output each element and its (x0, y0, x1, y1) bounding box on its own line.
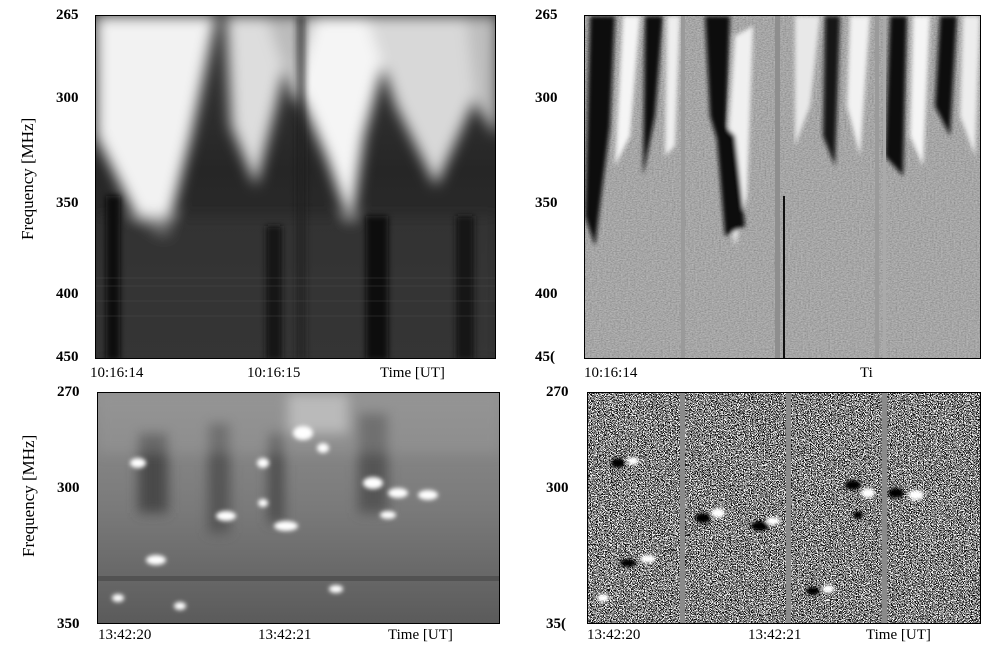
tr-xtick-10-16-14: 10:16:14 (584, 365, 638, 381)
tl-xtick-10-16-15: 10:16:15 (247, 365, 301, 381)
bl-xtick-13-42-20: 13:42:20 (98, 627, 152, 643)
br-ytick-270: 270 (546, 384, 569, 400)
bl-y-axis-label: Frequency [MHz] (19, 434, 38, 557)
br-xtick-13-42-21: 13:42:21 (748, 627, 802, 643)
br-ytick-350-clip: 35( (546, 617, 566, 635)
br-ytick-300: 300 (546, 480, 569, 496)
bl-xtick-13-42-21: 13:42:21 (258, 627, 312, 643)
tr-ytick-300: 300 (535, 90, 558, 106)
tl-spectrum-image (96, 16, 495, 358)
br-ytick-350: 35( (546, 617, 566, 632)
bl-x-axis-label: Time [UT] (388, 627, 453, 643)
br-filtered-plot (587, 392, 981, 624)
tr-ytick-450-clip: 45( (535, 350, 564, 368)
bl-ytick-350: 350 (57, 616, 80, 632)
br-filtered-image (588, 393, 980, 623)
tl-ytick-265: 265 (56, 7, 79, 23)
bl-spectrum-plot (97, 392, 500, 624)
tl-ytick-300: 300 (56, 90, 79, 106)
tr-filtered-plot (584, 15, 981, 359)
br-x-axis-label: Time [UT] (866, 627, 931, 643)
bl-ytick-270: 270 (57, 384, 80, 400)
tl-x-axis-label: Time [UT] (380, 365, 445, 381)
bl-spectrum-image (98, 393, 499, 623)
tl-xtick-10-16-14: 10:16:14 (90, 365, 144, 381)
tl-ytick-450: 450 (56, 349, 79, 365)
tr-ytick-350: 350 (535, 195, 558, 211)
tr-filtered-image (585, 16, 980, 358)
tr-ytick-265: 265 (535, 7, 558, 23)
tr-ytick-450: 45( (535, 350, 555, 365)
tl-spectrum-plot (95, 15, 496, 359)
tl-y-axis-label: Frequency [MHz] (18, 117, 37, 240)
tr-ytick-400: 400 (535, 286, 558, 302)
bl-ytick-300: 300 (57, 480, 80, 496)
br-xtick-13-42-20: 13:42:20 (587, 627, 641, 643)
tr-x-axis-label: Ti (860, 365, 873, 381)
tl-ytick-350: 350 (56, 195, 79, 211)
tl-ytick-400: 400 (56, 286, 79, 302)
